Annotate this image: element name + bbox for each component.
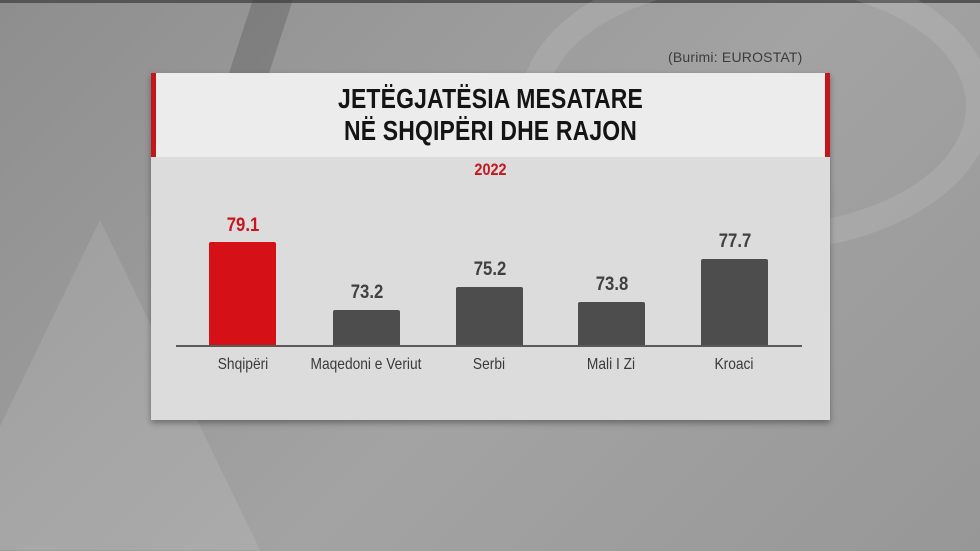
category-label-serbi: Serbi xyxy=(472,356,506,373)
value-label-mali-i-zi: 73.8 xyxy=(595,274,629,295)
category-label-maqedoni-e-veriut: Maqedoni e Veriut xyxy=(310,356,422,373)
category-label-shqiperi: Shqipëri xyxy=(217,356,269,373)
title-line-1: JETËGJATËSIA MESATARE xyxy=(338,83,643,114)
chart-title: JETËGJATËSIA MESATARE NË SHQIPËRI DHE RA… xyxy=(216,83,765,147)
top-border xyxy=(0,0,980,3)
chart-year: 2022 xyxy=(474,160,507,179)
bar-shqiperi xyxy=(209,242,276,345)
category-label-kroaci: Kroaci xyxy=(714,356,754,373)
value-label-maqedoni-e-veriut: 73.2 xyxy=(350,282,384,303)
value-label-shqiperi: 79.1 xyxy=(226,215,260,236)
chart-header: JETËGJATËSIA MESATARE NË SHQIPËRI DHE RA… xyxy=(151,73,830,157)
source-note: (Burimi: EUROSTAT) xyxy=(668,49,803,65)
category-label-mali-i-zi: Mali I Zi xyxy=(586,356,636,373)
x-axis-baseline xyxy=(176,345,802,347)
bar-serbi xyxy=(456,287,523,345)
value-label-serbi: 75.2 xyxy=(473,259,507,280)
bar-mali-i-zi xyxy=(578,302,645,345)
value-label-kroaci: 77.7 xyxy=(718,231,752,252)
bar-kroaci xyxy=(701,259,768,345)
bar-maqedoni-e-veriut xyxy=(333,310,400,345)
title-line-2: NË SHQIPËRI DHE RAJON xyxy=(343,115,638,146)
